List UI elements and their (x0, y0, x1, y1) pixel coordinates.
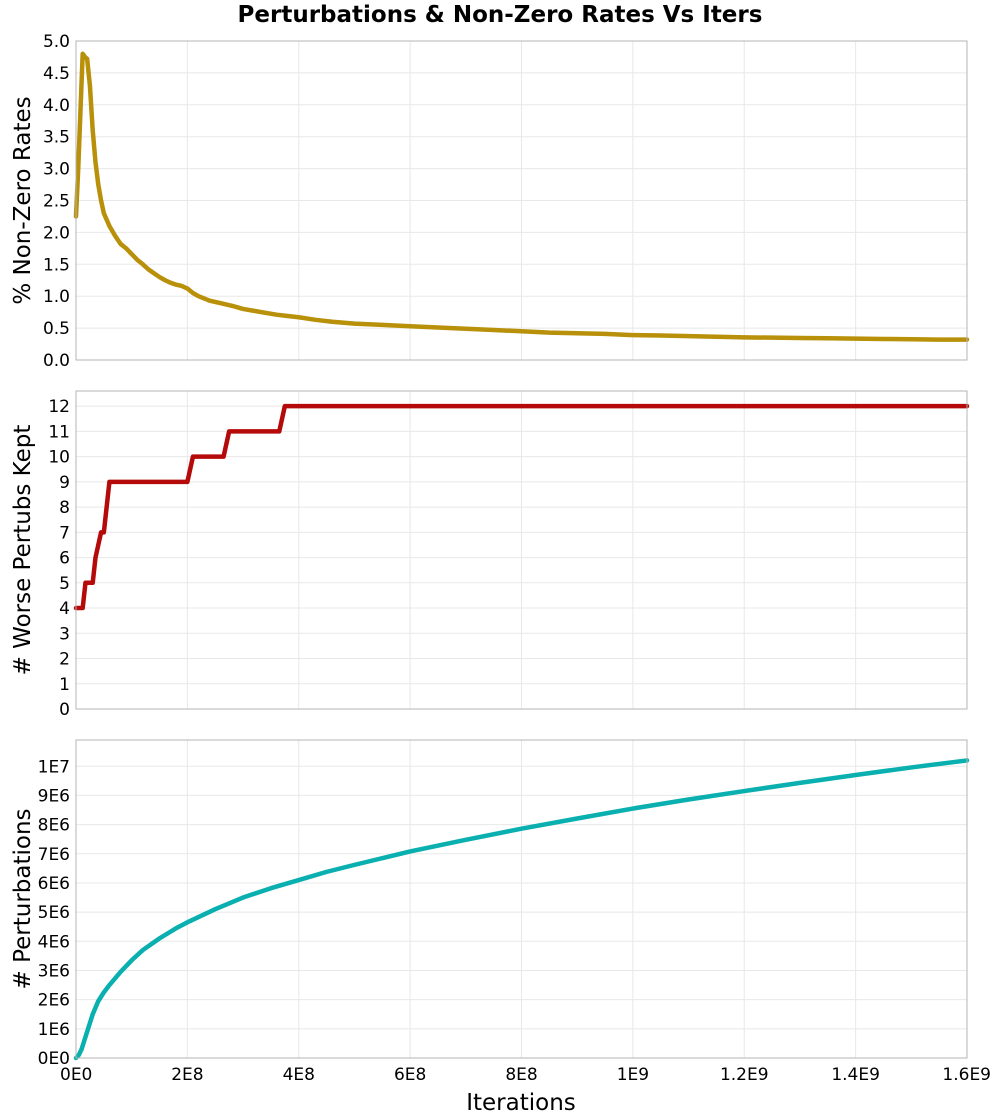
chart-panel-1: 0.0 0.5 1.0 1.5 2.0 2.5 3.0 3.5 4.0 4.5 5.0 % Non-Z… (10, 32, 970, 371)
y-tick-label: 9 (59, 473, 70, 493)
y-tick-label: 12 (48, 397, 70, 417)
plot-frame (75, 390, 968, 710)
y-tick-label: 1.5 (43, 255, 70, 275)
y-tick-label: 0.0 (43, 351, 70, 371)
y-tick-label: 2.5 (43, 192, 70, 212)
y-tick-label: 2 (59, 650, 70, 670)
y-tick-label: 6 (59, 549, 70, 569)
figure-title: Perturbations & Non-Zero Rates Vs Iters (238, 2, 763, 28)
y-tick-label: 1 (59, 675, 70, 695)
y-tick-label: 4.0 (43, 96, 70, 116)
y-tick-label: 1E7 (38, 757, 70, 777)
y-tick-label: 3.5 (43, 128, 70, 148)
y-tick-label: 5 (59, 574, 70, 594)
y-tick-label: 3E6 (38, 961, 70, 981)
y-tick-label: 0E0 (38, 1049, 70, 1069)
y-tick-label: 7 (59, 523, 70, 543)
y-tick-label: 5E6 (38, 903, 70, 923)
y-tick-label: 4.5 (43, 64, 70, 84)
y-axis-label: # Worse Pertubs Kept (10, 425, 36, 676)
x-tick-label: 4E8 (283, 1065, 315, 1085)
chart-panel-3: 0E0 1E6 2E6 3E6 4E6 5E6 6E6 7E6 8E6 9E6 1E7 0E0 2E8 4… (10, 739, 991, 1085)
series-line-1 (73, 758, 970, 1061)
y-tick-label: 4 (59, 599, 70, 619)
y-tick-label: 11 (48, 422, 70, 442)
x-axis-label: Iterations (466, 1090, 576, 1116)
y-tick-label: 3.0 (43, 160, 70, 180)
y-tick-label: 10 (48, 448, 70, 468)
y-tick-label: 5.0 (43, 32, 70, 52)
y-tick-label: 6E6 (38, 874, 70, 894)
y-tick-label: 3 (59, 624, 70, 644)
x-tick-label: 1.4E9 (831, 1065, 880, 1085)
y-axis-label: # Perturbations (10, 808, 36, 989)
x-tick-label: 8E8 (505, 1065, 537, 1085)
y-tick-label: 2E6 (38, 991, 70, 1011)
x-tick-label: 6E8 (394, 1065, 426, 1085)
y-tick-label: 9E6 (38, 786, 70, 806)
y-tick-label: 8 (59, 498, 70, 518)
y-tick-label: 0 (59, 700, 70, 720)
plot-frame (75, 40, 968, 361)
x-tick-label: 2E8 (171, 1065, 203, 1085)
y-tick-label: 7E6 (38, 845, 70, 865)
y-tick-label: 1E6 (38, 1020, 70, 1040)
x-tick-label: 1.2E9 (720, 1065, 769, 1085)
y-tick-label: 2.0 (43, 223, 70, 243)
y-axis-label: % Non-Zero Rates (10, 96, 36, 304)
y-tick-label: 4E6 (38, 932, 70, 952)
y-tick-label: 0.5 (43, 319, 70, 339)
series-line-1 (73, 51, 970, 342)
y-tick-label: 8E6 (38, 816, 70, 836)
chart-panels: 0.0 0.5 1.0 1.5 2.0 2.5 3.0 3.5 4.0 4.5 5.0 % Non-Z… (10, 32, 991, 1085)
plot-frame (75, 739, 968, 1059)
x-tick-label: 0E0 (60, 1065, 92, 1085)
x-tick-label: 1.6E9 (942, 1065, 991, 1085)
x-tick-label: 1E9 (617, 1065, 649, 1085)
series-line-1 (73, 403, 970, 611)
y-tick-label: 1.0 (43, 287, 70, 307)
